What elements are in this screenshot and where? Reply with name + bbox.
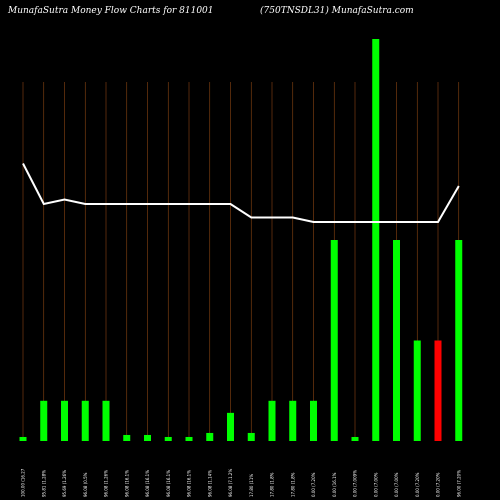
money-flow-bar [81,400,89,441]
money-flow-bar [227,412,234,441]
money-flow-bar [40,400,48,441]
money-flow-bar [206,432,214,441]
x-tick-label: 0.00 (7.20% [415,472,420,497]
x-tick-label: 96.08 (16.1% [124,470,129,497]
x-tick-label: 96.08 (1.26% [104,470,109,497]
x-tick-label: 100.00 (16.27 [21,468,26,497]
bars [19,39,463,441]
x-tick-label: 96.08 (16.1% [166,470,171,497]
x-tick-label: 96.08 (16.1% [187,470,192,497]
money-flow-bar [19,436,27,441]
money-flow-bar [185,436,193,441]
x-tick-label: 96.00 (7.20% [456,470,461,497]
x-tick-label: 17.80 (1.8% [290,472,295,497]
x-tick-label: 0.00 (7.00% [373,472,378,497]
chart-title: MunafaSutra Money Flow Charts for 811001 [7,6,214,16]
money-flow-bar [413,340,421,441]
x-axis-labels: 100.00 (16.27 95.81 (1.28% 95.69 (1.26% 96.… [21,468,462,497]
x-tick-label: 17.80 (11% [249,474,254,497]
money-flow-bar [164,436,172,441]
money-flow-bar [393,240,400,441]
money-flow-bar [268,400,276,441]
money-flow-bar [330,240,338,441]
money-flow-line [22,163,460,223]
money-flow-bar [123,434,131,441]
money-flow-bar [144,434,151,441]
money-flow-line-group [22,163,460,223]
x-tick-label: 17.80 (1.8% [270,472,275,497]
x-tick-label: 96.08 (16.1% [145,470,150,497]
x-tick-label: 95.81 (1.28% [41,470,46,497]
money-flow-bar [310,400,317,441]
x-tick-label: 0.00 (16.1% [332,472,337,497]
x-tick-label: 0.00 (7.20% [436,472,441,497]
money-flow-bar [455,240,463,441]
money-flow-bar [289,400,297,441]
x-tick-label: 95.69 (1.26% [62,470,67,497]
x-tick-label: 96.08 (7.1.2% [228,469,233,497]
chart-subtitle: (750TNSDL31) MunafaSutra.com [260,5,414,16]
money-flow-bar [434,340,442,441]
money-flow-bar [61,400,68,441]
money-flow-bar [102,400,110,441]
x-tick-label: 0.00 (7.009% [353,470,358,497]
x-tick-label: 96.08 (0.5% [83,472,88,497]
x-tick-label: 0.00 (7.00% [394,472,399,497]
x-tick-label: 96.08 (1.14% [207,470,212,497]
money-flow-bar [372,39,380,441]
money-flow-bar [351,436,359,441]
x-tick-label: 0.00 (7.20% [311,472,316,497]
money-flow-bar [247,432,255,441]
